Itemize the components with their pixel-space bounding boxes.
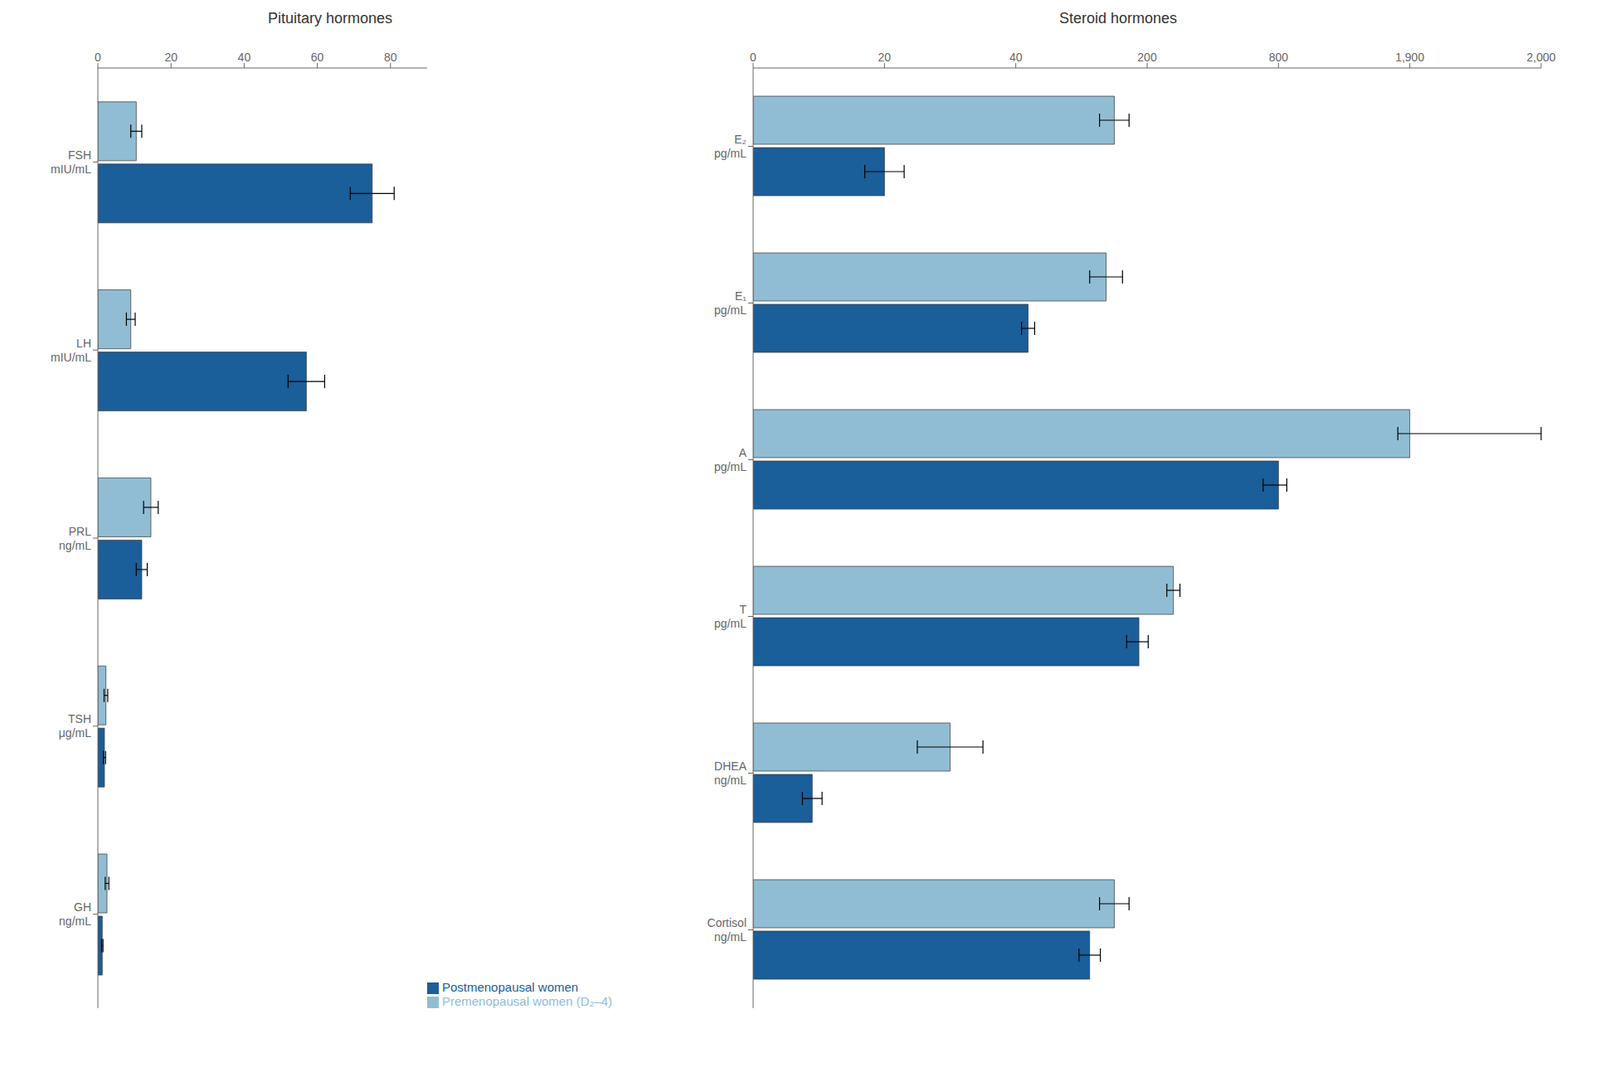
svg-text:Apg/mL: Apg/mL: [714, 446, 748, 474]
svg-text:800: 800: [1269, 50, 1289, 64]
html-text:Pituitary hormones: Pituitary hormones: [267, 9, 393, 27]
svg-text:LHmIU/mL: LHmIU/mL: [50, 336, 92, 365]
svg-text:0: 0: [94, 50, 102, 64]
svg-text:40: 40: [238, 50, 252, 64]
svg-text:GHng/mL: GHng/mL: [58, 900, 92, 929]
html-text:Steroid hormones: Steroid hormones: [1059, 9, 1177, 27]
svg-text:Cortisolng/mL: Cortisolng/mL: [707, 916, 748, 944]
svg-text:FSHmIU/mL: FSHmIU/mL: [50, 148, 92, 176]
svg-text:20: 20: [164, 50, 178, 64]
svg-text:80: 80: [384, 50, 398, 64]
svg-text:TSHμg/mL: TSHμg/mL: [58, 712, 92, 740]
svg-text:E₂pg/mL: E₂pg/mL: [714, 132, 747, 161]
svg-text:DHEAng/mL: DHEAng/mL: [714, 759, 748, 788]
html-text:Premenopausal women (D₂–4): Premenopausal women (D₂–4): [442, 994, 613, 1009]
html-text:Postmenopausal women: Postmenopausal women: [442, 980, 579, 995]
svg-text:Tpg/mL: Tpg/mL: [714, 603, 747, 631]
svg-text:40: 40: [1009, 50, 1023, 64]
svg-text:PRLng/mL: PRLng/mL: [58, 525, 92, 553]
svg-text:E₁pg/mL: E₁pg/mL: [714, 289, 747, 317]
svg-text:1,900: 1,900: [1395, 50, 1425, 64]
svg-text:0: 0: [749, 50, 757, 64]
svg-text:200: 200: [1137, 50, 1158, 64]
svg-text:20: 20: [878, 50, 892, 64]
svg-text:60: 60: [311, 50, 325, 64]
svg-text:2,000: 2,000: [1526, 50, 1556, 64]
